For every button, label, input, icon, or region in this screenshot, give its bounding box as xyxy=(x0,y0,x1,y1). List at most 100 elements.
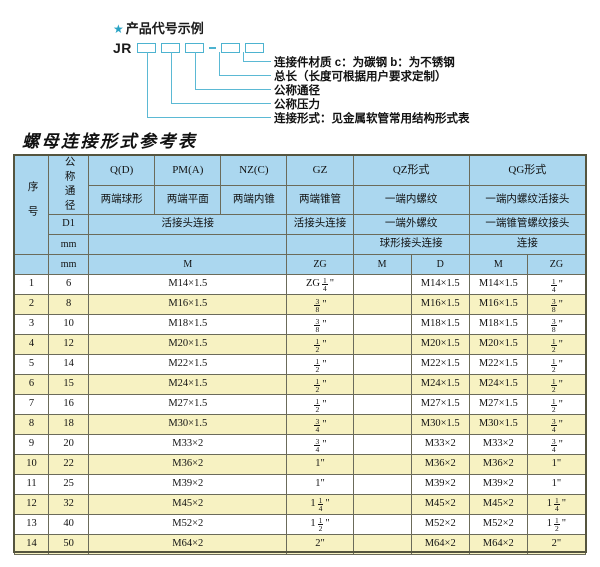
cell-nominal-bore: 22 xyxy=(48,454,90,475)
leader-line-vertical-5 xyxy=(147,52,149,118)
cell-qg-m: M24×1.5 xyxy=(468,374,528,395)
cell-thread-m: M18×1.5 xyxy=(88,314,288,335)
header-row-desc3: mm 球形接头连接 连接 xyxy=(15,234,587,255)
cell-qg-m: M22×1.5 xyxy=(468,354,528,375)
header-row-codes: 序号 公称通径 Q(D) PM(A) NZ(C) GZ QZ形式 QG形式 xyxy=(13,155,587,255)
code-box-5 xyxy=(244,43,264,53)
leader-line-horizontal-4 xyxy=(171,103,271,105)
cell-nominal-bore: 20 xyxy=(48,434,90,455)
cell-seq: 11 xyxy=(13,474,50,495)
cell-qz-d: M27×1.5 xyxy=(410,394,470,415)
header-unit-mm: mm xyxy=(48,254,90,275)
cell-qg-zg: 1 1 2 " xyxy=(526,514,587,535)
cell-qg-m: M64×2 xyxy=(468,534,528,555)
cell-qg-zg: 1" xyxy=(526,474,587,495)
cell-gz-zg: 3 8 " xyxy=(286,294,354,315)
header-unit-qz-m: M xyxy=(352,254,412,275)
annotation-connection-type: 连接形式：见金属软管常用结构形式表 xyxy=(274,113,470,125)
header-row-units: mm M ZG M D M ZG xyxy=(13,254,587,275)
table-row: 11 25 M39×2 1" M39×2 M39×2 1" xyxy=(13,474,587,495)
leader-line-horizontal-3 xyxy=(195,89,271,91)
nut-connection-reference-table: 序号 公称通径 Q(D) PM(A) NZ(C) GZ QZ形式 QG形式 两端… xyxy=(13,155,587,555)
header-desc-qg: 一端内螺纹活接头 xyxy=(468,184,587,215)
cell-seq: 4 xyxy=(13,334,50,355)
leader-line-horizontal-1 xyxy=(243,61,271,63)
cell-seq: 3 xyxy=(13,314,50,335)
header-group-pma: PM(A) xyxy=(154,155,222,186)
cell-qz-d: M22×1.5 xyxy=(410,354,470,375)
cell-qg-zg: 1 4 " xyxy=(526,274,587,295)
cell-qz-m xyxy=(352,354,412,375)
cell-nominal-bore: 32 xyxy=(48,494,90,515)
header-desc2-gz: 活接头连接 xyxy=(286,214,354,235)
cell-qz-d: M36×2 xyxy=(410,454,470,475)
cell-thread-m: M52×2 xyxy=(88,514,288,535)
table-row: 12 32 M45×2 1 1 4 " M45×2 M45×2 1 1 4 " xyxy=(13,494,587,515)
annotation-nominal-pressure: 公称压力 xyxy=(274,99,320,111)
cell-qg-zg: 3 4 " xyxy=(526,414,587,435)
table-row: 14 50 M64×2 2" M64×2 M64×2 2" xyxy=(13,534,587,555)
header-group-qd: Q(D) xyxy=(88,155,156,186)
cell-qz-m xyxy=(352,274,412,295)
cell-gz-zg: 3 4 " xyxy=(286,434,354,455)
cell-qz-m xyxy=(352,534,412,555)
cell-seq: 1 xyxy=(13,274,50,295)
cell-qg-zg: 2" xyxy=(526,534,587,555)
cell-qz-m xyxy=(352,414,412,435)
header-unit-seq-blank xyxy=(13,254,50,275)
cell-qz-m xyxy=(352,454,412,475)
cell-gz-zg: 1 2 " xyxy=(286,374,354,395)
cell-qz-d: M24×1.5 xyxy=(410,374,470,395)
code-box-2 xyxy=(160,43,180,53)
cell-thread-m: M39×2 xyxy=(88,474,288,495)
cell-qz-m xyxy=(352,334,412,355)
cell-qz-m xyxy=(352,394,412,415)
header-unit-qg-zg: ZG xyxy=(526,254,587,275)
header-unit-qg-m: M xyxy=(468,254,528,275)
cell-gz-zg: 1" xyxy=(286,454,354,475)
header-desc-qz: 一端内螺纹 xyxy=(352,184,470,215)
header-nominal-bore: 公称通径 xyxy=(48,155,90,215)
cell-qz-m xyxy=(352,494,412,515)
table-row: 3 10 M18×1.5 3 8 " M18×1.5 M18×1.5 3 8 " xyxy=(13,314,587,335)
cell-qz-d: M39×2 xyxy=(410,474,470,495)
table-row: 5 14 M22×1.5 1 2 " M22×1.5 M22×1.5 1 2 " xyxy=(13,354,587,375)
cell-nominal-bore: 40 xyxy=(48,514,90,535)
header-desc3-qg: 连接 xyxy=(468,234,587,255)
cell-qg-m: M18×1.5 xyxy=(468,314,528,335)
cell-seq: 2 xyxy=(13,294,50,315)
cell-qg-m: M33×2 xyxy=(468,434,528,455)
cell-qz-d: M52×2 xyxy=(410,514,470,535)
cell-qg-m: M20×1.5 xyxy=(468,334,528,355)
table-row: 4 12 M20×1.5 1 2 " M20×1.5 M20×1.5 1 2 " xyxy=(13,334,587,355)
header-desc3-qz: 球形接头连接 xyxy=(352,234,470,255)
cell-thread-m: M20×1.5 xyxy=(88,334,288,355)
cell-thread-m: M30×1.5 xyxy=(88,414,288,435)
cell-gz-zg: 1 2 " xyxy=(286,354,354,375)
header-unit-gz: ZG xyxy=(286,254,354,275)
header-group-qz: QZ形式 xyxy=(352,155,470,186)
header-row-desc2: D1 活接头连接 活接头连接 一端外螺纹 一端锥管螺纹接头 xyxy=(15,214,587,235)
cell-qz-m xyxy=(352,314,412,335)
header-seq: 序号 xyxy=(13,155,50,255)
cell-nominal-bore: 10 xyxy=(48,314,90,335)
cell-thread-m: M14×1.5 xyxy=(88,274,288,295)
cell-seq: 13 xyxy=(13,514,50,535)
cell-qg-zg: 3 8 " xyxy=(526,314,587,335)
cell-seq: 10 xyxy=(13,454,50,475)
cell-gz-zg: 1 1 2 " xyxy=(286,514,354,535)
cell-nominal-bore: 14 xyxy=(48,354,90,375)
header-mm: mm xyxy=(48,234,90,255)
cell-nominal-bore: 6 xyxy=(48,274,90,295)
table-row: 2 8 M16×1.5 3 8 " M16×1.5 M16×1.5 3 8 " xyxy=(13,294,587,315)
cell-nominal-bore: 15 xyxy=(48,374,90,395)
table-row: 13 40 M52×2 1 1 2 " M52×2 M52×2 1 1 2 " xyxy=(13,514,587,535)
cell-gz-zg: 1 2 " xyxy=(286,394,354,415)
cell-qg-zg: 1 2 " xyxy=(526,354,587,375)
header-group-gz: GZ xyxy=(286,155,354,186)
header-d1: D1 xyxy=(48,214,90,235)
cell-qg-m: M16×1.5 xyxy=(468,294,528,315)
cell-qg-m: M52×2 xyxy=(468,514,528,535)
table-head: 序号 公称通径 Q(D) PM(A) NZ(C) GZ QZ形式 QG形式 两端… xyxy=(13,155,587,275)
cell-qz-d: M45×2 xyxy=(410,494,470,515)
